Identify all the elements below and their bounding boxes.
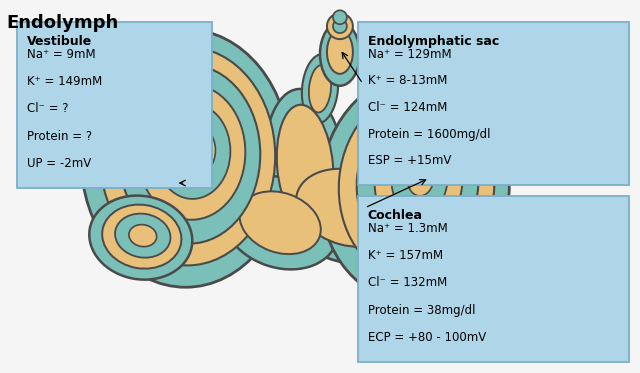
Ellipse shape [138,85,245,220]
Text: Endolymphatic sac: Endolymphatic sac [368,35,499,48]
Ellipse shape [408,162,433,196]
Text: K⁺ = 157mM: K⁺ = 157mM [368,249,443,262]
Text: Cochlea: Cochlea [368,209,423,222]
Ellipse shape [222,176,339,269]
Text: UP = -2mV: UP = -2mV [27,157,91,170]
Ellipse shape [100,47,275,266]
Text: Na⁺ = 1.3mM: Na⁺ = 1.3mM [368,222,447,235]
Text: Vestibule: Vestibule [27,35,92,48]
Ellipse shape [276,105,333,228]
FancyBboxPatch shape [358,196,629,362]
Ellipse shape [172,123,216,177]
Text: K⁺ = 8-13mM: K⁺ = 8-13mM [368,74,447,87]
Ellipse shape [115,214,170,258]
Text: Na⁺ = 129mM: Na⁺ = 129mM [368,48,451,61]
Text: ESP = +15mV: ESP = +15mV [368,154,451,167]
Text: Cl⁻ = ?: Cl⁻ = ? [27,103,68,116]
Text: ECP = +80 - 100mV: ECP = +80 - 100mV [368,331,486,344]
Text: Protein = 1600mg/dl: Protein = 1600mg/dl [368,128,490,141]
Ellipse shape [276,152,424,264]
Text: Endolymph: Endolymph [6,14,118,32]
Ellipse shape [392,144,447,216]
Ellipse shape [327,30,353,74]
FancyBboxPatch shape [358,22,629,185]
Ellipse shape [356,107,479,259]
FancyBboxPatch shape [17,22,212,188]
Circle shape [333,19,347,33]
Text: Cl⁻ = 132mM: Cl⁻ = 132mM [368,276,447,289]
Ellipse shape [119,65,260,244]
Ellipse shape [102,205,181,269]
Ellipse shape [374,126,463,236]
Ellipse shape [81,29,290,287]
Ellipse shape [155,104,230,199]
Circle shape [333,10,347,24]
Ellipse shape [339,90,494,280]
Text: Cl⁻ = 124mM: Cl⁻ = 124mM [368,101,447,114]
Text: K⁺ = 149mM: K⁺ = 149mM [27,75,102,88]
Text: Na⁺ = 9mM: Na⁺ = 9mM [27,48,95,61]
Ellipse shape [302,54,338,123]
Ellipse shape [239,191,321,254]
Ellipse shape [296,169,404,247]
Circle shape [327,13,353,39]
Text: Protein = 38mg/dl: Protein = 38mg/dl [368,304,476,317]
Ellipse shape [89,195,192,280]
Ellipse shape [309,65,331,113]
Ellipse shape [129,225,157,247]
Ellipse shape [320,74,509,302]
Ellipse shape [320,22,360,86]
Text: Protein = ?: Protein = ? [27,130,92,143]
Ellipse shape [265,89,346,247]
